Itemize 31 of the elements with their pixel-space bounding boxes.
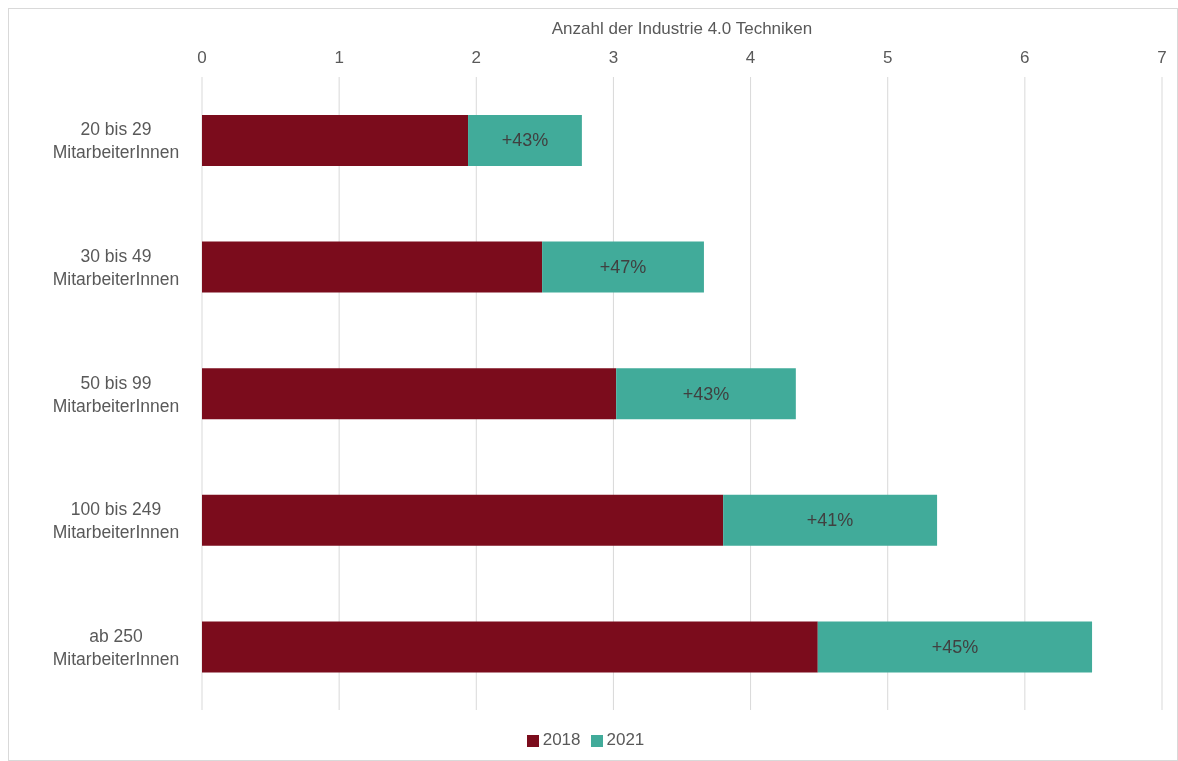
bar: [468, 114, 582, 166]
bar: [202, 114, 469, 166]
x-tick-label: 6: [1020, 48, 1030, 67]
legend-label: 2018: [542, 730, 581, 749]
legend-label: 2021: [606, 730, 645, 749]
bar: [202, 241, 543, 293]
annotation: +43%: [501, 130, 549, 151]
y-tick-label: 50 bis 99 MitarbeiterInnen: [52, 372, 180, 416]
bar: [202, 621, 818, 673]
annotation: +45%: [931, 636, 979, 657]
bar: [542, 241, 704, 293]
bar: [723, 494, 938, 546]
bar: [202, 368, 617, 420]
x-tick-label: 2: [471, 48, 482, 67]
x-tick-label: 1: [334, 48, 344, 67]
annotation: +47%: [599, 257, 647, 278]
annotation: +41%: [806, 510, 854, 531]
x-axis-title: Anzahl der Industrie 4.0 Techniken: [551, 19, 813, 38]
bar: [817, 621, 1093, 673]
y-tick-label: 30 bis 49 MitarbeiterInnen: [52, 245, 180, 289]
x-tick-label: 7: [1157, 48, 1167, 67]
annotation: +43%: [682, 383, 730, 404]
bar: [616, 368, 796, 420]
x-tick-label: 0: [197, 48, 207, 67]
x-tick-label: 5: [882, 48, 893, 67]
y-tick-label: 20 bis 29 MitarbeiterInnen: [52, 119, 180, 163]
bar: [202, 494, 724, 546]
x-tick-label: 4: [745, 48, 756, 67]
x-tick-label: 3: [608, 48, 619, 67]
y-tick-label: 100 bis 249 MitarbeiterInnen: [52, 499, 180, 543]
y-tick-label: ab 250 MitarbeiterInnen: [52, 625, 180, 669]
